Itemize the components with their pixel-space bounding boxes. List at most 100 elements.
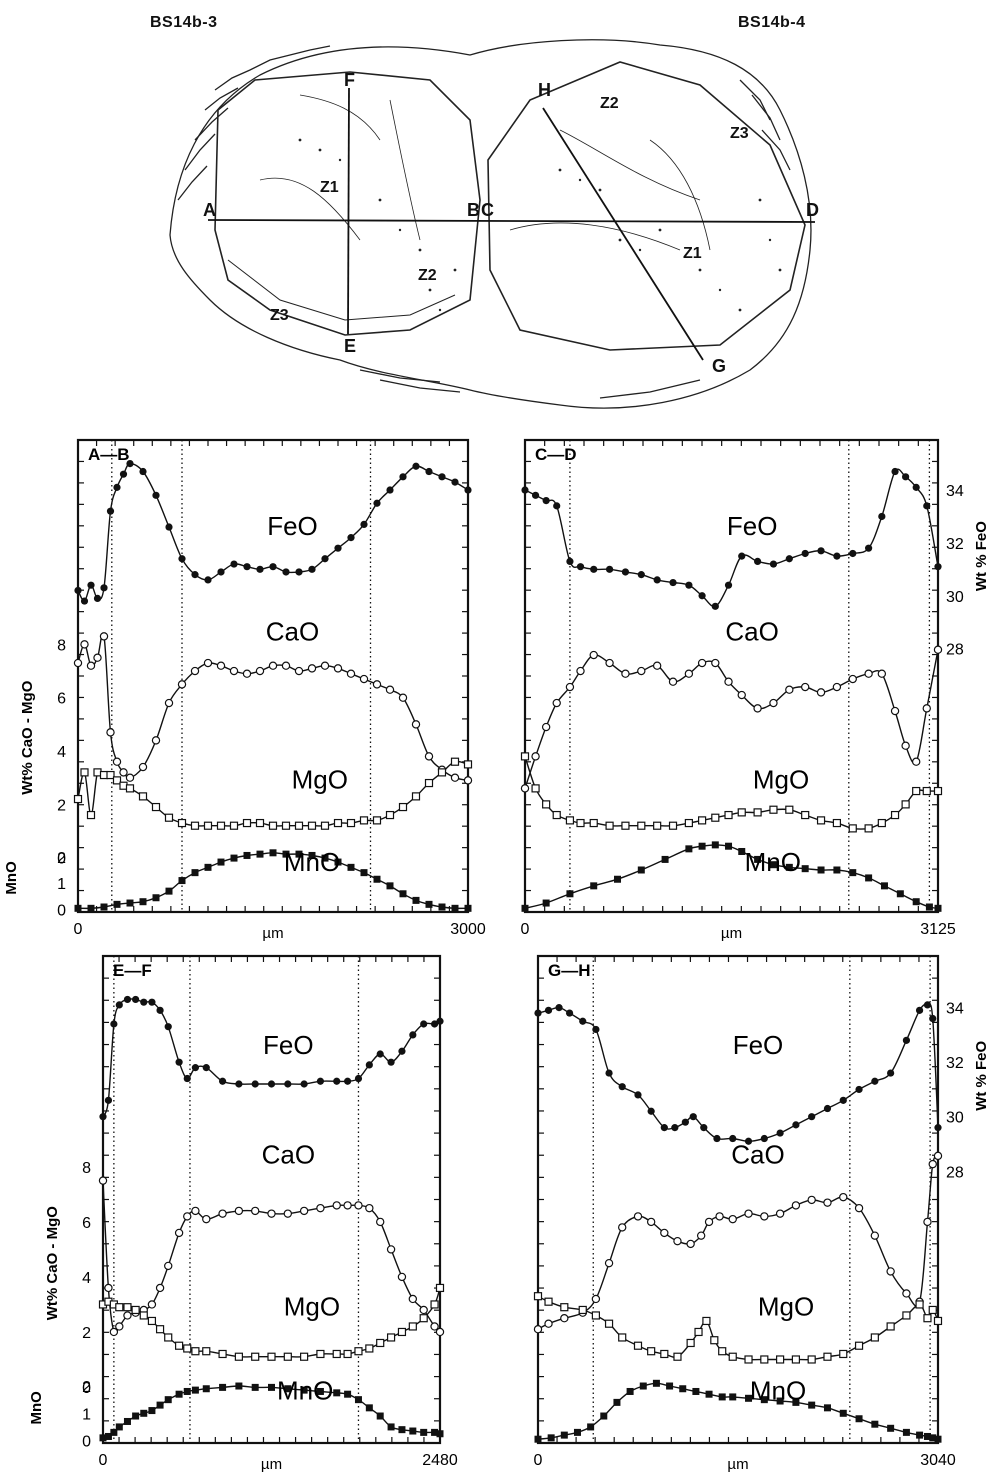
data-point [647,1107,655,1115]
data-point [653,821,662,830]
data-point [147,1316,157,1326]
data-point [347,534,355,542]
data-point [647,1347,656,1356]
data-point [698,592,706,600]
data-point [652,661,662,670]
data-point [376,1050,384,1058]
data-point [555,1004,563,1012]
data-point [697,816,707,825]
data-point [832,818,841,828]
data-point [156,1006,164,1014]
chart-panel-g-h: G—H 0 3040 µm 34 32 30 28 Wt % FeO FeO CaO MgO MnO [534,954,990,1473]
data-point [923,1432,931,1440]
data-point [242,818,252,828]
data-point [386,1245,396,1254]
data-point [833,552,841,560]
data-point [877,818,886,828]
data-point [269,849,277,857]
data-point [178,877,186,885]
data-point [437,768,447,777]
data-point [281,661,291,670]
data-point [183,1344,192,1353]
data-point [553,502,561,510]
data-point [202,1347,211,1356]
data-point [450,773,460,782]
x-tick-label: 0 [521,921,530,938]
data-point [346,818,356,828]
series-label: MgO [284,1291,340,1321]
mno-tick-label: 2 [82,1379,91,1396]
data-point [542,899,550,907]
zone-label: Z3 [270,307,289,324]
data-point [634,1091,642,1099]
data-point [155,1325,165,1334]
data-point [132,995,140,1004]
data-point [604,1319,614,1328]
data-point [183,1387,191,1395]
mno-tick-label: 1 [82,1406,91,1423]
data-point [354,1347,363,1356]
data-point [521,904,529,912]
data-point [689,1113,697,1121]
data-point [660,1349,669,1359]
series-mno [99,1382,444,1442]
y-axis-label: Wt % FeO [973,521,990,591]
data-point [587,1423,595,1431]
data-point [605,565,614,573]
data-point [915,1006,924,1014]
data-point [715,1212,724,1221]
data-point [729,1393,737,1401]
data-point [119,470,128,478]
data-point [681,1118,689,1126]
data-point [294,821,304,830]
data-point [791,1201,801,1210]
data-point [354,1396,362,1404]
data-point [360,869,368,877]
data-point [387,1423,395,1431]
data-point [123,1417,131,1425]
y-axis-label: Wt% CaO - MgO [19,680,36,794]
data-point [928,1159,937,1169]
point-label-e: E [344,336,356,356]
data-point [86,810,96,820]
data-point [387,1058,395,1066]
x-tick-label: 2480 [422,1452,458,1469]
data-point [923,502,931,510]
data-point [321,555,329,563]
data-point [333,818,343,828]
data-point [217,568,225,576]
data-point [552,810,561,820]
data-point [573,1428,581,1436]
data-point [633,1341,643,1350]
data-point [660,1228,669,1238]
data-point [760,1396,768,1404]
data-point [164,1333,173,1342]
data-point [785,685,794,694]
data-point [877,669,887,678]
data-point [605,821,614,830]
data-point [234,1352,243,1361]
data-point [203,821,213,830]
data-point [230,560,238,568]
data-point [436,1430,444,1438]
data-point [637,866,645,874]
x-tick-label: 0 [534,1452,543,1469]
data-point [542,497,550,505]
data-point [807,1195,816,1205]
data-point [785,805,794,814]
series-line [77,632,469,782]
data-point [839,1192,848,1202]
data-point [916,1431,924,1439]
data-point [385,685,395,694]
x-tick-label: 3000 [450,921,486,938]
data-point [250,1206,260,1216]
data-point [398,693,408,702]
series-feo [534,1001,942,1145]
data-point [251,1080,259,1088]
data-point [934,1435,942,1443]
series-cao [520,645,943,793]
data-point [333,1077,341,1085]
data-point [760,1355,769,1364]
data-point [817,866,825,874]
data-point [347,863,355,871]
